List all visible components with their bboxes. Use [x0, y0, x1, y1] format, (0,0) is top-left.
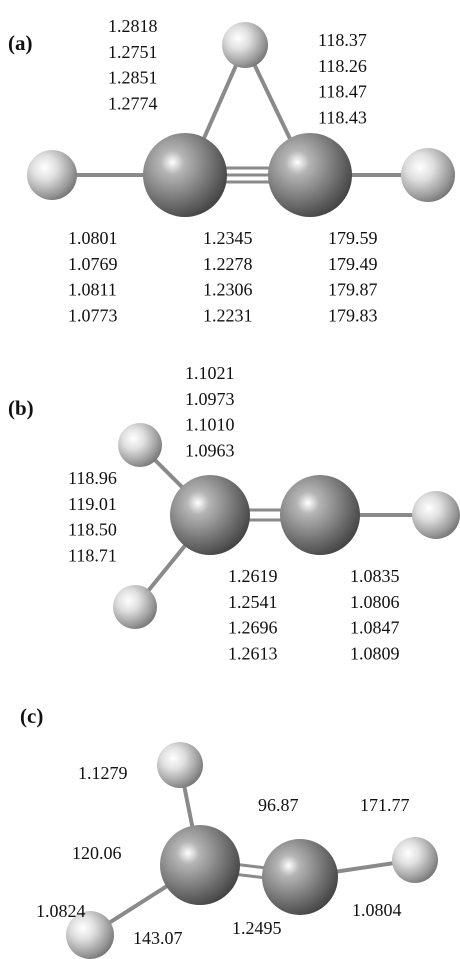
measurement: 1.1010	[185, 415, 235, 435]
figure: (a) 1.2818 1.2751 1.2851 1.2774 118.37 118.26 1…	[0, 0, 460, 959]
measurement: 1.2306	[203, 280, 253, 300]
measurement: 118.47	[318, 82, 367, 102]
measurement: 1.2696	[228, 618, 278, 638]
measurement: 118.96	[68, 468, 117, 488]
measurement: 143.07	[133, 928, 183, 948]
panel-label: (c)	[20, 704, 43, 728]
measurement: 1.0963	[185, 441, 235, 461]
measurement: 1.2278	[203, 254, 253, 274]
measurement: 118.71	[68, 546, 117, 566]
measurement: 1.0824	[36, 901, 86, 921]
measurement: 1.2619	[228, 566, 278, 586]
measurement: 1.2818	[108, 16, 158, 36]
measurement: 1.0769	[68, 254, 118, 274]
panel-label: (a)	[8, 31, 33, 55]
measurement: 1.2541	[228, 592, 278, 612]
measurement: 1.2774	[108, 94, 158, 114]
measurement: 179.83	[328, 306, 378, 326]
molecule-b	[113, 423, 460, 629]
measurement: 1.2495	[232, 918, 282, 938]
panel-label: (b)	[8, 396, 34, 420]
measurement: 1.1279	[78, 763, 128, 783]
measurement: 179.87	[328, 280, 378, 300]
measurement: 179.59	[328, 228, 378, 248]
measurement: 1.0801	[68, 228, 118, 248]
measurement: 171.77	[360, 795, 410, 815]
measurement: 1.0835	[350, 566, 400, 586]
measurement: 1.2751	[108, 42, 158, 62]
measurement: 1.0811	[68, 280, 117, 300]
measurement: 1.0806	[350, 592, 400, 612]
measurement: 1.2613	[228, 644, 278, 664]
measurement: 120.06	[72, 843, 122, 863]
measurement: 1.0773	[68, 306, 118, 326]
measurement: 118.37	[318, 30, 367, 50]
molecule-a	[27, 22, 455, 217]
measurement: 118.50	[68, 520, 117, 540]
measurement: 1.0804	[352, 900, 402, 920]
measurement: 119.01	[68, 494, 117, 514]
measurement: 1.0973	[185, 389, 235, 409]
measurement: 1.0809	[350, 644, 400, 664]
measurement: 1.0847	[350, 618, 400, 638]
measurement: 118.43	[318, 108, 367, 128]
measurement: 118.26	[318, 56, 367, 76]
measurement: 96.87	[258, 795, 299, 815]
measurement: 1.1021	[185, 363, 235, 383]
measurement: 1.2231	[203, 306, 253, 326]
measurement: 1.2851	[108, 68, 158, 88]
measurement: 179.49	[328, 254, 378, 274]
measurement: 1.2345	[203, 228, 253, 248]
